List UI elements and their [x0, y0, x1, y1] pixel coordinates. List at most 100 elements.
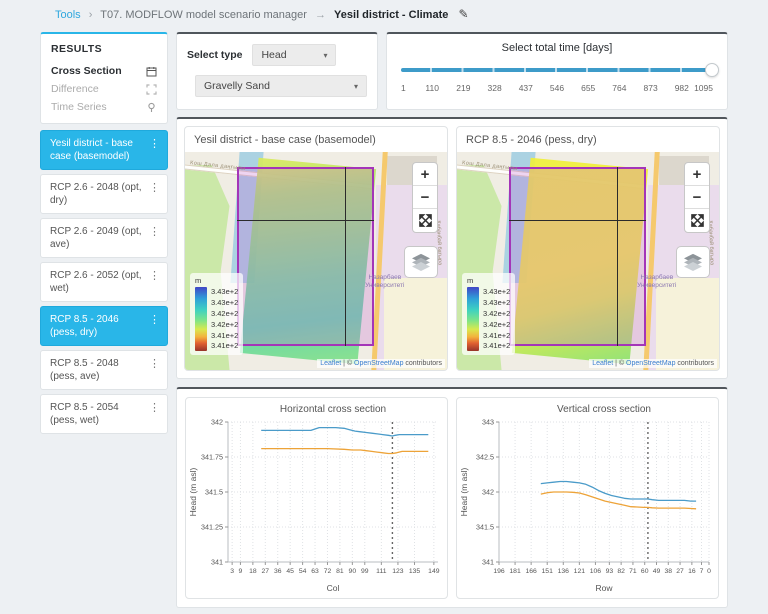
vertical-cross-section-line[interactable] [344, 167, 346, 346]
svg-text:93: 93 [606, 568, 614, 575]
scenario-item[interactable]: RCP 2.6 - 2052 (opt, wet) ⋮ [40, 262, 168, 302]
map-panel-rcp85-2046: RCP 8.5 - 2046 (pess, dry) Кош Дала даңғ… [456, 126, 720, 371]
slider-tick-labels: 1 110 219 328 437 546 655 764 873 982 10… [401, 83, 713, 93]
sidebar-item-cross-section[interactable]: Cross Section [51, 62, 157, 80]
svg-text:Col: Col [327, 583, 340, 593]
svg-text:45: 45 [286, 568, 294, 575]
svg-text:342: 342 [211, 418, 223, 427]
layers-icon [412, 253, 430, 271]
kebab-menu-icon[interactable]: ⋮ [149, 182, 160, 194]
horizontal-cross-section-line[interactable] [509, 219, 646, 221]
time-slider-title: Select total time [days] [501, 42, 613, 54]
fullscreen-icon [690, 214, 704, 227]
zoom-in-button[interactable]: + [685, 163, 709, 186]
legend-colorbar [467, 287, 479, 351]
expand-icon [146, 83, 157, 95]
map-attribution: Leaflet | © OpenStreetMap contributors [317, 359, 445, 368]
svg-text:121: 121 [574, 568, 586, 575]
svg-text:71: 71 [629, 568, 637, 575]
svg-text:Head (m asl): Head (m asl) [188, 468, 198, 517]
edit-title-icon[interactable]: ✎ [458, 7, 469, 21]
osm-link[interactable]: OpenStreetMap [626, 360, 676, 367]
layer-select-value: Gravelly Sand [204, 80, 270, 92]
breadcrumb-manager-link[interactable]: T07. MODFLOW model scenario manager [100, 9, 307, 21]
svg-text:Row: Row [595, 583, 613, 593]
leaflet-link[interactable]: Leaflet [320, 360, 342, 367]
zoom-out-button[interactable]: − [413, 186, 437, 209]
vertical-cross-section-chart[interactable]: 196 181 166 151 136 121 106 93 82 71 60 49 38 27 16 7 0 3… [456, 397, 719, 599]
svg-text:7: 7 [700, 568, 704, 575]
select-type-label: Select type [187, 49, 243, 61]
map-zone [384, 278, 447, 370]
model-boundary-overlay [509, 167, 646, 346]
kebab-menu-icon[interactable]: ⋮ [149, 314, 160, 326]
cross-section-label: Cross Section [51, 65, 122, 77]
scenario-item[interactable]: RCP 2.6 - 2048 (opt, dry) ⋮ [40, 174, 168, 214]
svg-text:63: 63 [311, 568, 319, 575]
leaflet-link[interactable]: Leaflet [592, 360, 614, 367]
svg-text:81: 81 [336, 568, 344, 575]
svg-text:343: 343 [482, 418, 494, 427]
svg-text:341.25: 341.25 [201, 523, 223, 532]
svg-text:136: 136 [558, 568, 570, 575]
place-label: Назарбаев Университеті [365, 274, 405, 290]
svg-text:90: 90 [349, 568, 357, 575]
scenario-list: Yesil district - base case (basemodel) ⋮… [40, 130, 168, 434]
scenario-item[interactable]: RCP 2.6 - 2049 (opt, ave) ⋮ [40, 218, 168, 258]
map-zoom-control: + − [412, 162, 438, 233]
svg-text:342: 342 [482, 488, 494, 497]
time-slider[interactable] [401, 63, 719, 77]
vertical-cross-section-line[interactable] [616, 167, 618, 346]
scenario-item[interactable]: Yesil district - base case (basemodel) ⋮ [40, 130, 168, 170]
svg-text:342.5: 342.5 [476, 453, 494, 462]
legend-unit: m [195, 275, 202, 285]
slider-track[interactable] [401, 68, 713, 72]
breadcrumb-tools-link[interactable]: Tools [55, 9, 81, 21]
map-zone [656, 278, 719, 370]
breadcrumb: Tools › T07. MODFLOW model scenario mana… [55, 7, 469, 21]
map-legend: m 3.43e+2 3.43e+2 3.42e+2 3.42e+2 3.41e+… [190, 272, 244, 355]
layers-button[interactable] [676, 246, 710, 278]
kebab-menu-icon[interactable]: ⋮ [149, 226, 160, 238]
svg-text:341: 341 [211, 558, 223, 567]
kebab-menu-icon[interactable]: ⋮ [149, 358, 160, 370]
zoom-in-button[interactable]: + [413, 163, 437, 186]
fullscreen-button[interactable] [413, 209, 437, 232]
svg-text:72: 72 [324, 568, 332, 575]
svg-text:60: 60 [641, 568, 649, 575]
legend-unit: m [467, 275, 474, 285]
osm-link[interactable]: OpenStreetMap [354, 360, 404, 367]
kebab-menu-icon[interactable]: ⋮ [149, 270, 160, 282]
svg-text:166: 166 [525, 568, 537, 575]
svg-text:18: 18 [249, 568, 257, 575]
leaflet-map[interactable]: Кош Дала даңғылы Кабанбай батыра Назарба… [457, 152, 719, 370]
horizontal-cross-section-line[interactable] [237, 219, 374, 221]
time-slider-panel: Select total time [days] 1 110 219 328 4… [386, 32, 728, 110]
map-title: Yesil district - base case (basemodel) [194, 134, 376, 146]
results-panel: RESULTS Cross Section Difference Time Se… [40, 32, 168, 124]
scenario-item[interactable]: RCP 8.5 - 2054 (pess, wet) ⋮ [40, 394, 168, 434]
svg-text:135: 135 [409, 568, 421, 575]
sidebar-item-time-series[interactable]: Time Series [51, 98, 157, 116]
calendar-icon [146, 66, 157, 76]
layers-button[interactable] [404, 246, 438, 278]
kebab-menu-icon[interactable]: ⋮ [149, 402, 160, 414]
sidebar-item-difference[interactable]: Difference [51, 80, 157, 98]
slider-handle[interactable] [705, 63, 719, 77]
svg-text:196: 196 [493, 568, 505, 575]
svg-text:341.5: 341.5 [476, 523, 494, 532]
map-legend: m 3.43e+2 3.43e+2 3.42e+2 3.42e+2 3.41e+… [462, 272, 516, 355]
fullscreen-button[interactable] [685, 209, 709, 232]
place-label: Назарбаев Университеті [637, 274, 677, 290]
kebab-menu-icon[interactable]: ⋮ [149, 138, 160, 150]
zoom-out-button[interactable]: − [685, 186, 709, 209]
type-select[interactable]: Head ▾ [252, 44, 337, 66]
scenario-item[interactable]: RCP 8.5 - 2046 (pess, dry) ⋮ [40, 306, 168, 346]
leaflet-map[interactable]: Кош Дала даңғылы Кабанбай батыра Назарба… [185, 152, 447, 370]
scenario-item[interactable]: RCP 8.5 - 2048 (pess, ave) ⋮ [40, 350, 168, 390]
breadcrumb-arrow: → [314, 9, 326, 21]
time-series-label: Time Series [51, 101, 107, 113]
layer-select[interactable]: Gravelly Sand ▾ [195, 75, 367, 97]
horizontal-cross-section-chart[interactable]: 3 9 18 27 36 45 54 63 72 81 90 99 111 123 135 149 341 341… [185, 397, 448, 599]
